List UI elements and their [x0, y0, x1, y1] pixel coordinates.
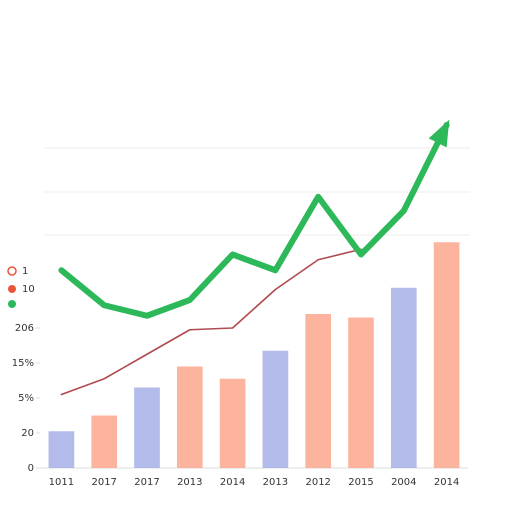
x-tick-label: 2017	[91, 477, 116, 488]
line	[60, 248, 362, 396]
x-tick-label: 2012	[305, 477, 330, 488]
x-tick-label: 2004	[391, 477, 416, 488]
y-tick-label: 206	[15, 323, 34, 334]
bar	[262, 350, 289, 468]
trend-line	[58, 122, 450, 319]
x-tick-label: 2013	[177, 477, 202, 488]
x-tick-label: 2014	[220, 477, 245, 488]
bar	[433, 242, 460, 468]
bar	[176, 366, 203, 468]
bar	[134, 387, 160, 468]
bar	[91, 415, 118, 468]
x-tick-label: 2013	[263, 477, 288, 488]
legend-marker	[8, 285, 16, 293]
y-tick-label: 20	[21, 428, 34, 439]
bar	[48, 431, 75, 468]
y-tick-label: 5%	[18, 393, 34, 404]
bar	[348, 317, 374, 468]
bar	[305, 314, 332, 468]
bar	[390, 287, 417, 468]
legend-label: 10	[22, 284, 35, 295]
arrow-head	[428, 119, 450, 148]
y-tick-label: 15%	[12, 358, 34, 369]
y-tick-label: 0	[28, 463, 34, 474]
bar	[219, 378, 246, 468]
legend-marker	[7, 266, 17, 276]
x-tick-label: 2015	[348, 477, 373, 488]
x-tick-label: 1011	[49, 477, 74, 488]
legend-label: 1	[22, 266, 28, 277]
x-tick-label: 2017	[134, 477, 159, 488]
decor-grid	[44, 147, 470, 236]
x-tick-label: 2014	[434, 477, 459, 488]
legend-marker	[8, 300, 16, 308]
